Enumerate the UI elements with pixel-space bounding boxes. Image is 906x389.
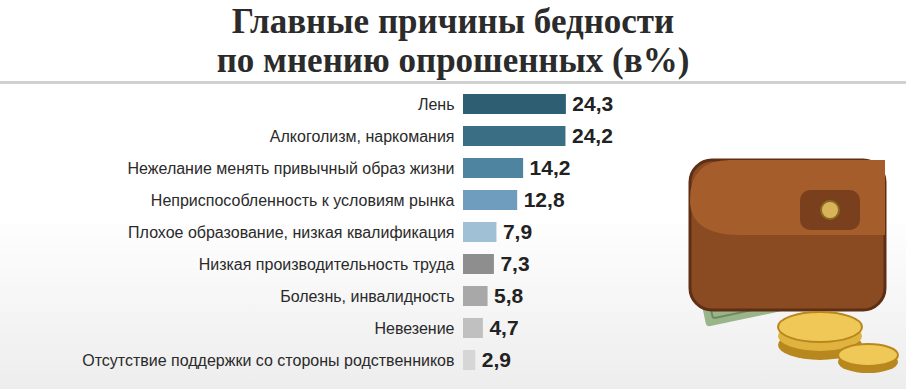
svg-text:24,3: 24,3 xyxy=(572,92,613,115)
svg-text:Лень: Лень xyxy=(418,96,455,113)
svg-text:24,2: 24,2 xyxy=(572,124,613,147)
svg-text:4,7: 4,7 xyxy=(489,316,518,339)
svg-text:14,2: 14,2 xyxy=(530,156,571,179)
html-text:Главные причины бедности по мн: Главные причины бедности по мнению опрош… xyxy=(216,2,690,80)
svg-text:Алкоголизм, наркомания: Алкоголизм, наркомания xyxy=(270,128,455,145)
svg-text:12,8: 12,8 xyxy=(524,188,565,211)
svg-text:Нежелание менять привычный обр: Нежелание менять привычный образ жизни xyxy=(128,160,455,177)
svg-text:Отсутствие поддержки со сторон: Отсутствие поддержки со стороны родствен… xyxy=(82,352,454,369)
svg-text:Плохое образование, низкая ква: Плохое образование, низкая квалификация xyxy=(128,224,454,241)
svg-text:7,9: 7,9 xyxy=(503,220,532,243)
svg-text:7,3: 7,3 xyxy=(500,252,529,275)
svg-text:Неприспособленность к условиям: Неприспособленность к условиям рынка xyxy=(151,192,455,209)
svg-text:Болезнь, инвалидность: Болезнь, инвалидность xyxy=(280,288,454,305)
svg-text:5,8: 5,8 xyxy=(494,284,524,307)
svg-text:Невезение: Невезение xyxy=(374,320,454,337)
svg-text:2,9: 2,9 xyxy=(482,348,511,371)
svg-text:Низкая производительность труд: Низкая производительность труда xyxy=(199,256,455,273)
